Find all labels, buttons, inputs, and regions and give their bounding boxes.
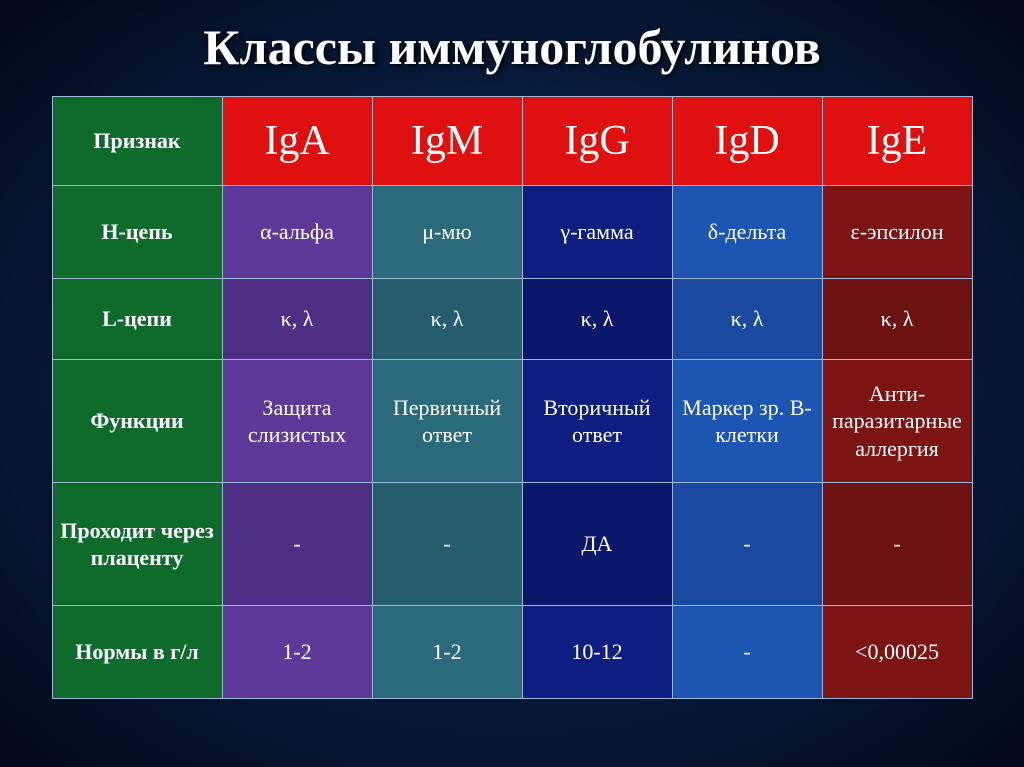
table-row: Функции Защита слизистых Первичный ответ…: [52, 360, 972, 483]
row-label: Н-цепь: [52, 186, 222, 279]
table-row: Нормы в г/л 1-2 1-2 10-12 - <0,00025: [52, 606, 972, 699]
header-label-cell: Признак: [52, 97, 222, 186]
table-cell: γ-гамма: [522, 186, 672, 279]
row-label: Нормы в г/л: [52, 606, 222, 699]
table-row: Проходит через плаценту - - ДА - -: [52, 483, 972, 606]
table-cell: κ, λ: [522, 279, 672, 360]
row-label: Функции: [52, 360, 222, 483]
ig-classes-table: Признак IgA IgM IgG IgD IgE Н-цепь α-аль…: [52, 96, 973, 699]
header-igm: IgM: [372, 97, 522, 186]
table-row: Н-цепь α-альфа μ-мю γ-гамма δ-дельта ε-э…: [52, 186, 972, 279]
slide: Классы иммуноглобулинов Признак IgA IgM …: [0, 0, 1024, 767]
table-cell: Первичный ответ: [372, 360, 522, 483]
header-iga: IgA: [222, 97, 372, 186]
header-igd: IgD: [672, 97, 822, 186]
header-igg: IgG: [522, 97, 672, 186]
table-cell: -: [672, 606, 822, 699]
table-cell: μ-мю: [372, 186, 522, 279]
table-cell: 1-2: [222, 606, 372, 699]
table-cell: α-альфа: [222, 186, 372, 279]
table-cell: ε-эпсилон: [822, 186, 972, 279]
row-label: L-цепи: [52, 279, 222, 360]
table-cell: Маркер зр. В-клетки: [672, 360, 822, 483]
table-cell: δ-дельта: [672, 186, 822, 279]
table-row: L-цепи κ, λ κ, λ κ, λ κ, λ κ, λ: [52, 279, 972, 360]
table-cell: κ, λ: [822, 279, 972, 360]
table-cell: 10-12: [522, 606, 672, 699]
row-label: Проходит через плаценту: [52, 483, 222, 606]
table-cell: <0,00025: [822, 606, 972, 699]
table-cell: Анти-паразитарные аллергия: [822, 360, 972, 483]
table-cell: Защита слизистых: [222, 360, 372, 483]
table-cell: κ, λ: [672, 279, 822, 360]
table-cell: κ, λ: [372, 279, 522, 360]
table-cell: -: [372, 483, 522, 606]
header-ige: IgE: [822, 97, 972, 186]
table-cell: -: [672, 483, 822, 606]
page-title: Классы иммуноглобулинов: [203, 18, 820, 76]
table-cell: ДА: [522, 483, 672, 606]
table-cell: Вторичный ответ: [522, 360, 672, 483]
table-cell: κ, λ: [222, 279, 372, 360]
table-header-row: Признак IgA IgM IgG IgD IgE: [52, 97, 972, 186]
table-cell: -: [222, 483, 372, 606]
table-cell: -: [822, 483, 972, 606]
table-cell: 1-2: [372, 606, 522, 699]
